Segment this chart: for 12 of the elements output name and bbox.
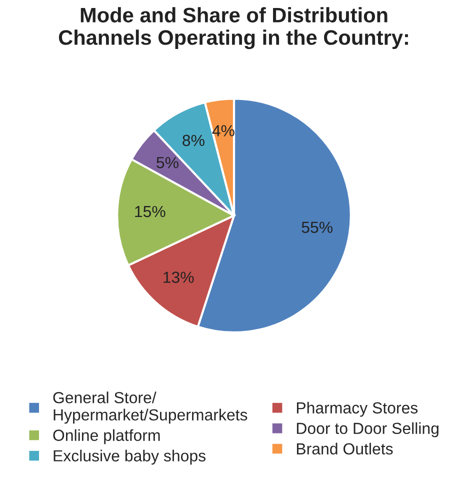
data-label: 5%: [156, 157, 178, 168]
chart-title: Mode and Share of Distribution Channels Operating in the Country:: [58, 7, 408, 50]
legend-label: General Store/ Hypermarket/Supermarkets: [53, 392, 248, 424]
legend-label: Door to Door Selling: [296, 422, 438, 438]
legend-label: Brand Outlets: [296, 442, 393, 455]
data-label: 13%: [164, 272, 194, 283]
data-label: 55%: [302, 222, 333, 233]
data-label: 15%: [135, 206, 166, 218]
legend-label: Online platform: [53, 429, 160, 444]
data-label: 8%: [182, 134, 204, 146]
legend-label: Pharmacy Stores: [296, 402, 418, 417]
legend-label: Exclusive baby shops: [54, 450, 206, 465]
